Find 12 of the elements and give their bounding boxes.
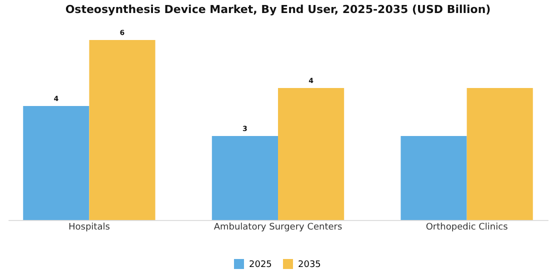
chart-title: Osteosynthesis Device Market, By End User, 2025-2035 (USD Billion): [65, 3, 491, 16]
bar: [23, 106, 90, 220]
x-tick-label: Hospitals: [68, 222, 110, 232]
bar: [400, 136, 467, 220]
bar: [89, 40, 156, 220]
x-tick-label: Ambulatory Surgery Centers: [214, 222, 342, 232]
x-tick-label: Orthopedic Clinics: [426, 222, 508, 232]
legend-label: 2035: [298, 260, 321, 270]
legend-label: 2025: [249, 260, 272, 270]
bar: [278, 88, 344, 220]
bar: [466, 88, 533, 220]
bar: [212, 136, 278, 220]
